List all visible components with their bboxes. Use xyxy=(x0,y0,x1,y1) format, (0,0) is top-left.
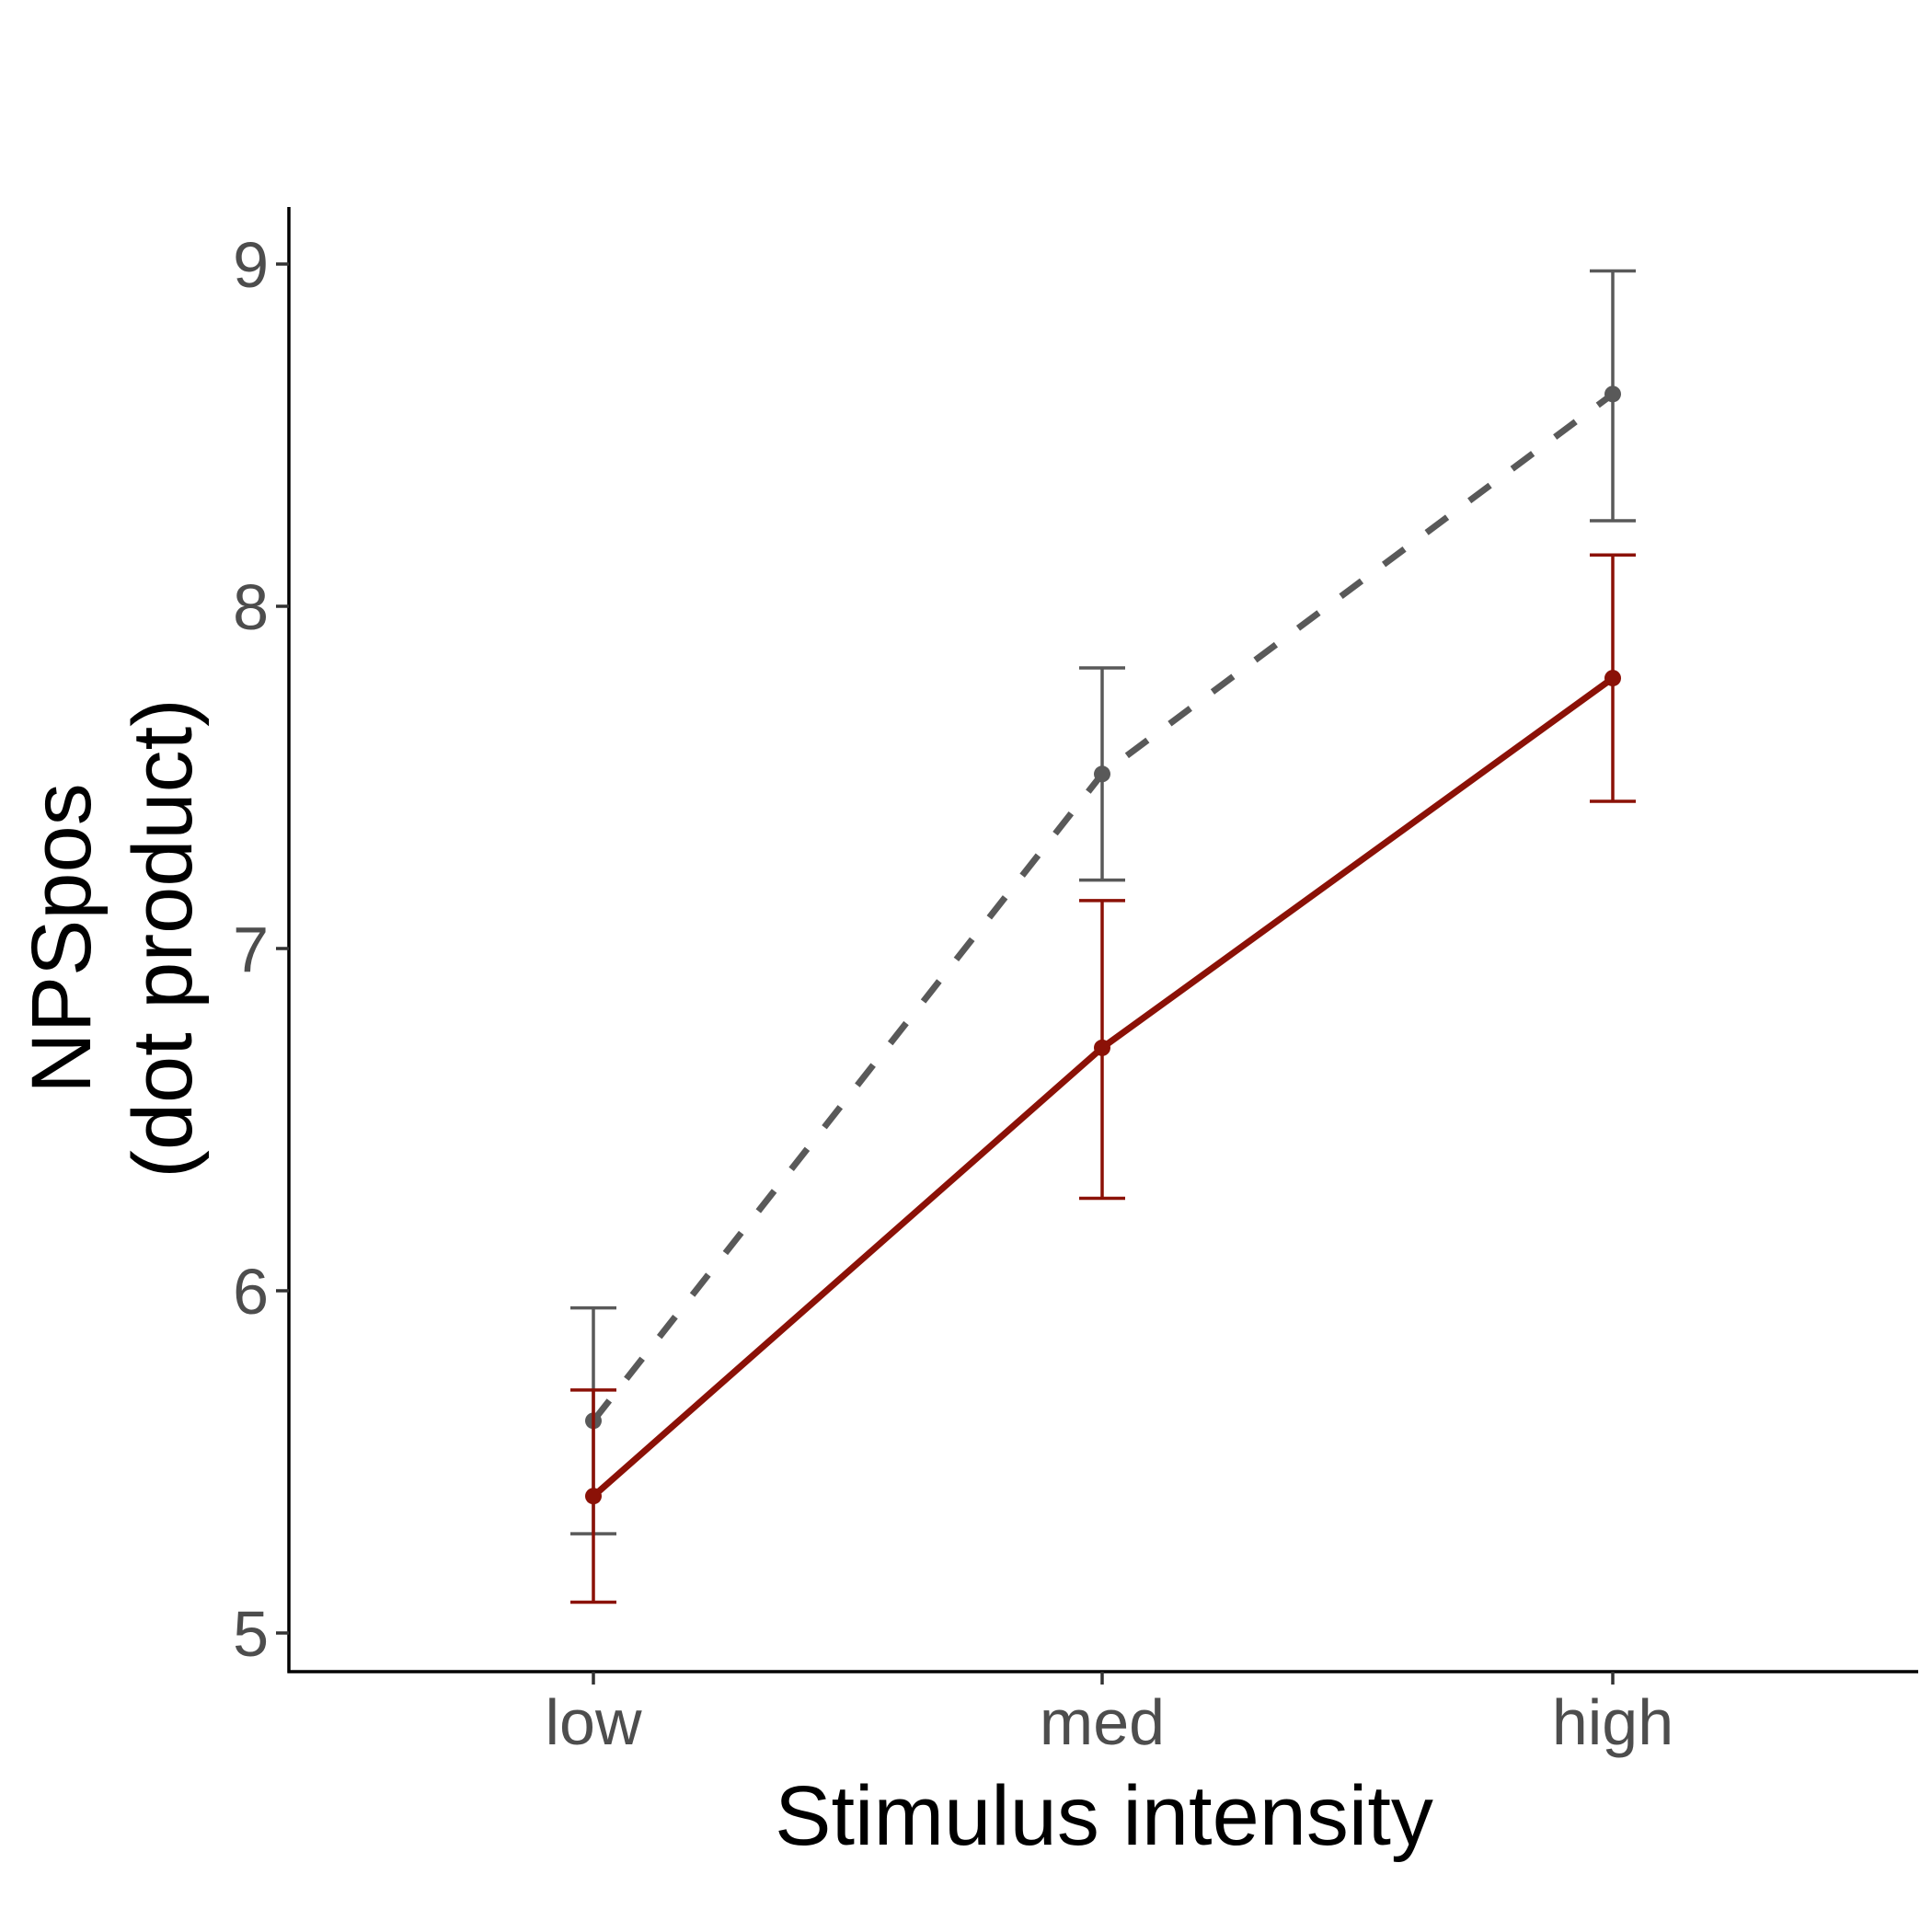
x-tick-label: high xyxy=(1552,1686,1673,1758)
y-axis-title-line2: (dot product) xyxy=(116,698,210,1179)
data-point xyxy=(1094,1039,1110,1056)
y-tick-label: 6 xyxy=(233,1256,269,1328)
y-tick-label: 7 xyxy=(233,914,269,985)
data-point xyxy=(585,1488,602,1505)
y-tick-label: 9 xyxy=(233,229,269,301)
y-axis: 5 6 7 8 9 xyxy=(233,207,291,1673)
data-point xyxy=(1604,670,1621,687)
y-tick-label: 8 xyxy=(233,571,269,643)
x-axis: low med high xyxy=(287,1670,1918,1758)
series-2 xyxy=(570,553,1636,1604)
y-axis-title-line1: NPSpos xyxy=(15,783,109,1094)
x-axis-title: Stimulus intensity xyxy=(775,1769,1433,1863)
x-tick-label: med xyxy=(1040,1686,1165,1758)
data-point xyxy=(1094,765,1110,783)
x-tick-label: low xyxy=(545,1686,641,1758)
data-point xyxy=(1604,385,1621,403)
y-tick-label: 5 xyxy=(233,1598,269,1670)
series-layer xyxy=(570,269,1636,1604)
